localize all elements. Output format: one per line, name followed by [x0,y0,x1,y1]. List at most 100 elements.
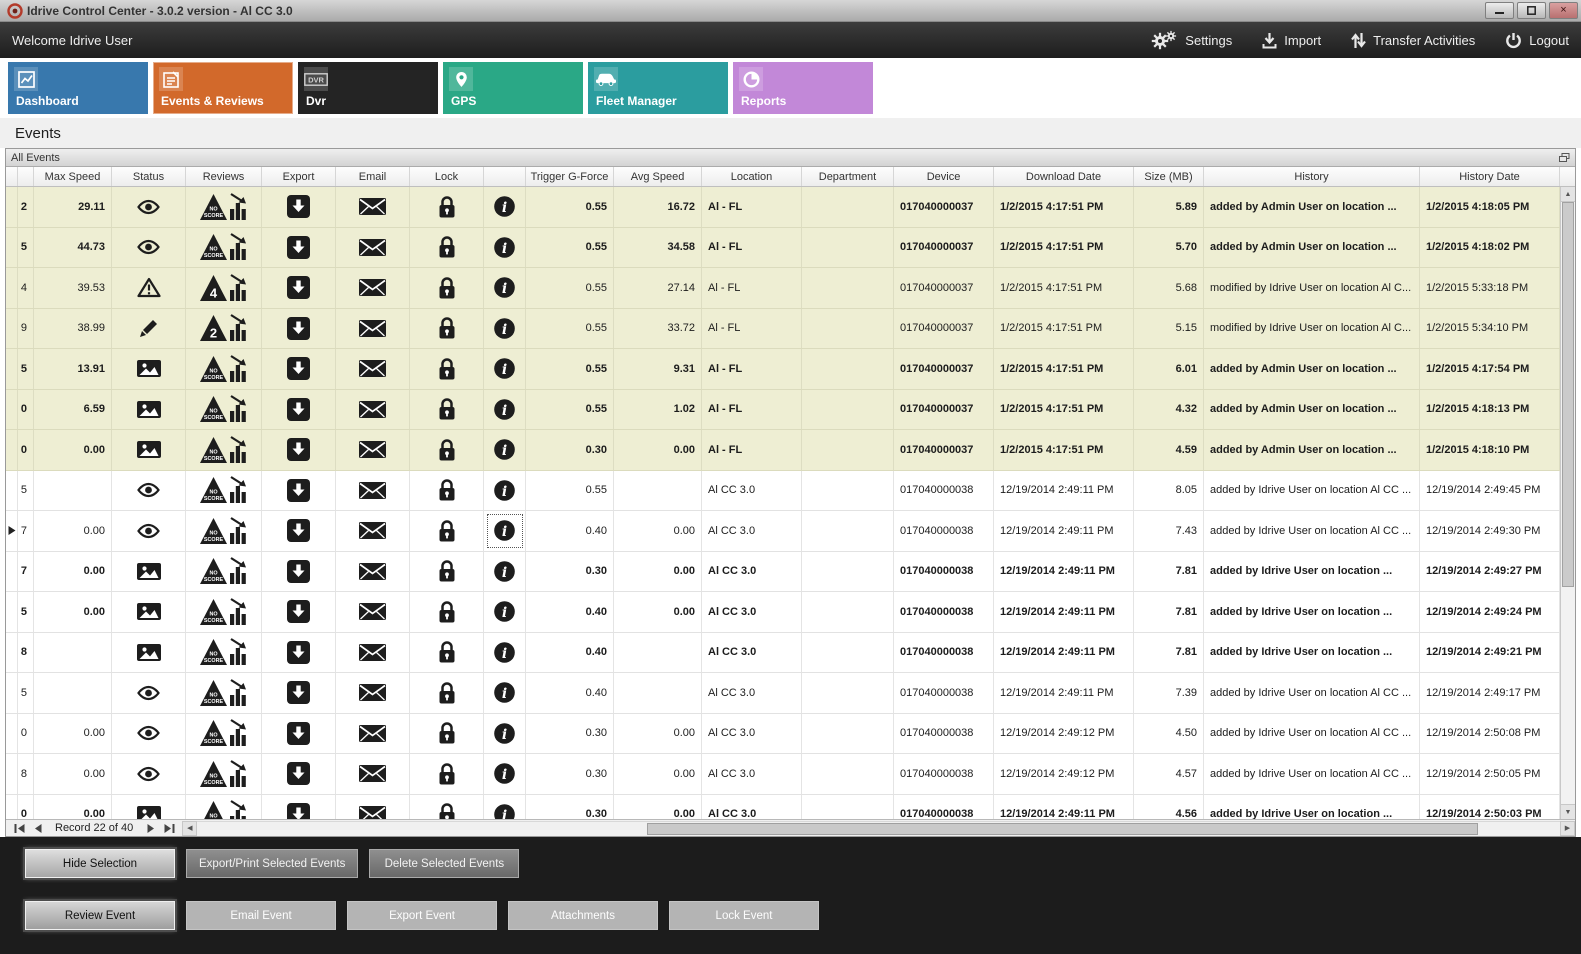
info-icon[interactable]: i [484,713,526,753]
export-event-icon[interactable] [262,470,336,510]
info-icon[interactable]: i [484,551,526,591]
email-event-icon[interactable] [336,389,410,429]
info-icon[interactable]: i [484,349,526,389]
export-event-icon[interactable] [262,430,336,470]
review-event-button[interactable]: Review Event [25,901,175,930]
column-header-status[interactable]: Status [112,167,186,186]
review-score-icon[interactable]: 4 [186,268,262,308]
scroll-up-icon[interactable]: ▲ [1561,187,1575,202]
export-event-icon[interactable] [262,511,336,551]
column-header-clip[interactable] [18,167,34,186]
info-icon[interactable]: i [484,268,526,308]
lock-event-icon[interactable] [410,349,484,389]
info-icon[interactable]: i [484,470,526,510]
email-event-icon[interactable] [336,592,410,632]
lock-event-icon[interactable] [410,430,484,470]
attachments-button[interactable]: Attachments [508,901,658,930]
lock-event-button[interactable]: Lock Event [669,901,819,930]
column-header-department[interactable]: Department [802,167,894,186]
eye-status-icon[interactable] [112,713,186,753]
lock-event-icon[interactable] [410,389,484,429]
lock-event-icon[interactable] [410,592,484,632]
lock-event-icon[interactable] [410,754,484,794]
table-row[interactable]: 4 39.53 4 i 0.55 27.14 Al - FL 017040000037 1/2/… [6,268,1560,309]
export-event-icon[interactable] [262,713,336,753]
info-icon[interactable]: i [484,632,526,672]
export-event-icon[interactable] [262,551,336,591]
email-event-icon[interactable] [336,632,410,672]
image-status-icon[interactable] [112,389,186,429]
prev-record-button[interactable] [31,822,45,835]
info-icon[interactable]: i [484,227,526,267]
lock-event-icon[interactable] [410,632,484,672]
export-event-icon[interactable] [262,754,336,794]
email-event-icon[interactable] [336,713,410,753]
column-header-email[interactable]: Email [336,167,410,186]
tab-gps[interactable]: GPS [443,62,583,114]
lock-event-icon[interactable] [410,227,484,267]
export-event-icon[interactable] [262,268,336,308]
close-button[interactable]: × [1549,2,1578,19]
first-record-button[interactable] [12,822,26,835]
eye-status-icon[interactable] [112,187,186,227]
info-icon[interactable]: i [484,187,526,227]
column-header-size-mb-[interactable]: Size (MB) [1134,167,1204,186]
email-event-icon[interactable] [336,673,410,713]
transfer-button[interactable]: Transfer Activities [1351,32,1475,49]
column-header-reviews[interactable]: Reviews [186,167,262,186]
email-event-icon[interactable] [336,470,410,510]
settings-button[interactable]: Settings [1150,29,1232,51]
export-event-icon[interactable] [262,632,336,672]
lock-event-icon[interactable] [410,794,484,819]
email-event-icon[interactable] [336,349,410,389]
email-event-icon[interactable] [336,794,410,819]
table-row[interactable]: 7 0.00 NO SCORE i 0.40 0.00 Al CC 3.0 0170400000… [6,511,1560,552]
column-header-device[interactable]: Device [894,167,994,186]
pencil-status-icon[interactable] [112,308,186,348]
info-icon[interactable]: i [484,511,526,551]
email-event-icon[interactable] [336,308,410,348]
export-print-selected-events-button[interactable]: Export/Print Selected Events [186,849,359,878]
image-status-icon[interactable] [112,430,186,470]
eye-status-icon[interactable] [112,754,186,794]
tab-events[interactable]: Events & Reviews [153,62,293,114]
table-row[interactable]: 7 0.00 NO SCORE i 0.30 0.00 Al CC 3.0 0170400000… [6,551,1560,592]
info-icon[interactable]: i [484,308,526,348]
export-event-icon[interactable] [262,227,336,267]
last-record-button[interactable] [162,822,176,835]
export-event-icon[interactable] [262,673,336,713]
lock-event-icon[interactable] [410,673,484,713]
email-event-icon[interactable] [336,430,410,470]
email-event-icon[interactable] [336,754,410,794]
lock-event-icon[interactable] [410,470,484,510]
column-header-info[interactable] [484,167,526,186]
export-event-icon[interactable] [262,187,336,227]
hide-selection-button[interactable]: Hide Selection [25,849,175,878]
table-row[interactable]: 5 0.00 NO SCORE i 0.40 0.00 Al CC 3.0 0170400000… [6,592,1560,633]
email-event-icon[interactable] [336,551,410,591]
lock-event-icon[interactable] [410,187,484,227]
vertical-scrollbar[interactable]: ▲ ▼ [1560,187,1575,819]
lock-event-icon[interactable] [410,268,484,308]
eye-status-icon[interactable] [112,511,186,551]
scroll-down-icon[interactable]: ▼ [1561,804,1575,819]
table-row[interactable]: 2 29.11 NO SCORE i 0.55 16.72 Al - FL 0170400000… [6,187,1560,228]
image-status-icon[interactable] [112,632,186,672]
tab-dashboard[interactable]: Dashboard [8,62,148,114]
table-row[interactable]: 0 0.00 NO SCORE i 0.30 0.00 Al - FL 017040000037… [6,430,1560,471]
minimize-button[interactable] [1485,2,1514,19]
info-icon[interactable]: i [484,592,526,632]
email-event-icon[interactable] [336,511,410,551]
scroll-left-icon[interactable]: ◀ [182,820,198,836]
image-status-icon[interactable] [112,551,186,591]
export-event-button[interactable]: Export Event [347,901,497,930]
import-button[interactable]: Import [1262,32,1321,49]
column-header-history[interactable]: History [1204,167,1420,186]
